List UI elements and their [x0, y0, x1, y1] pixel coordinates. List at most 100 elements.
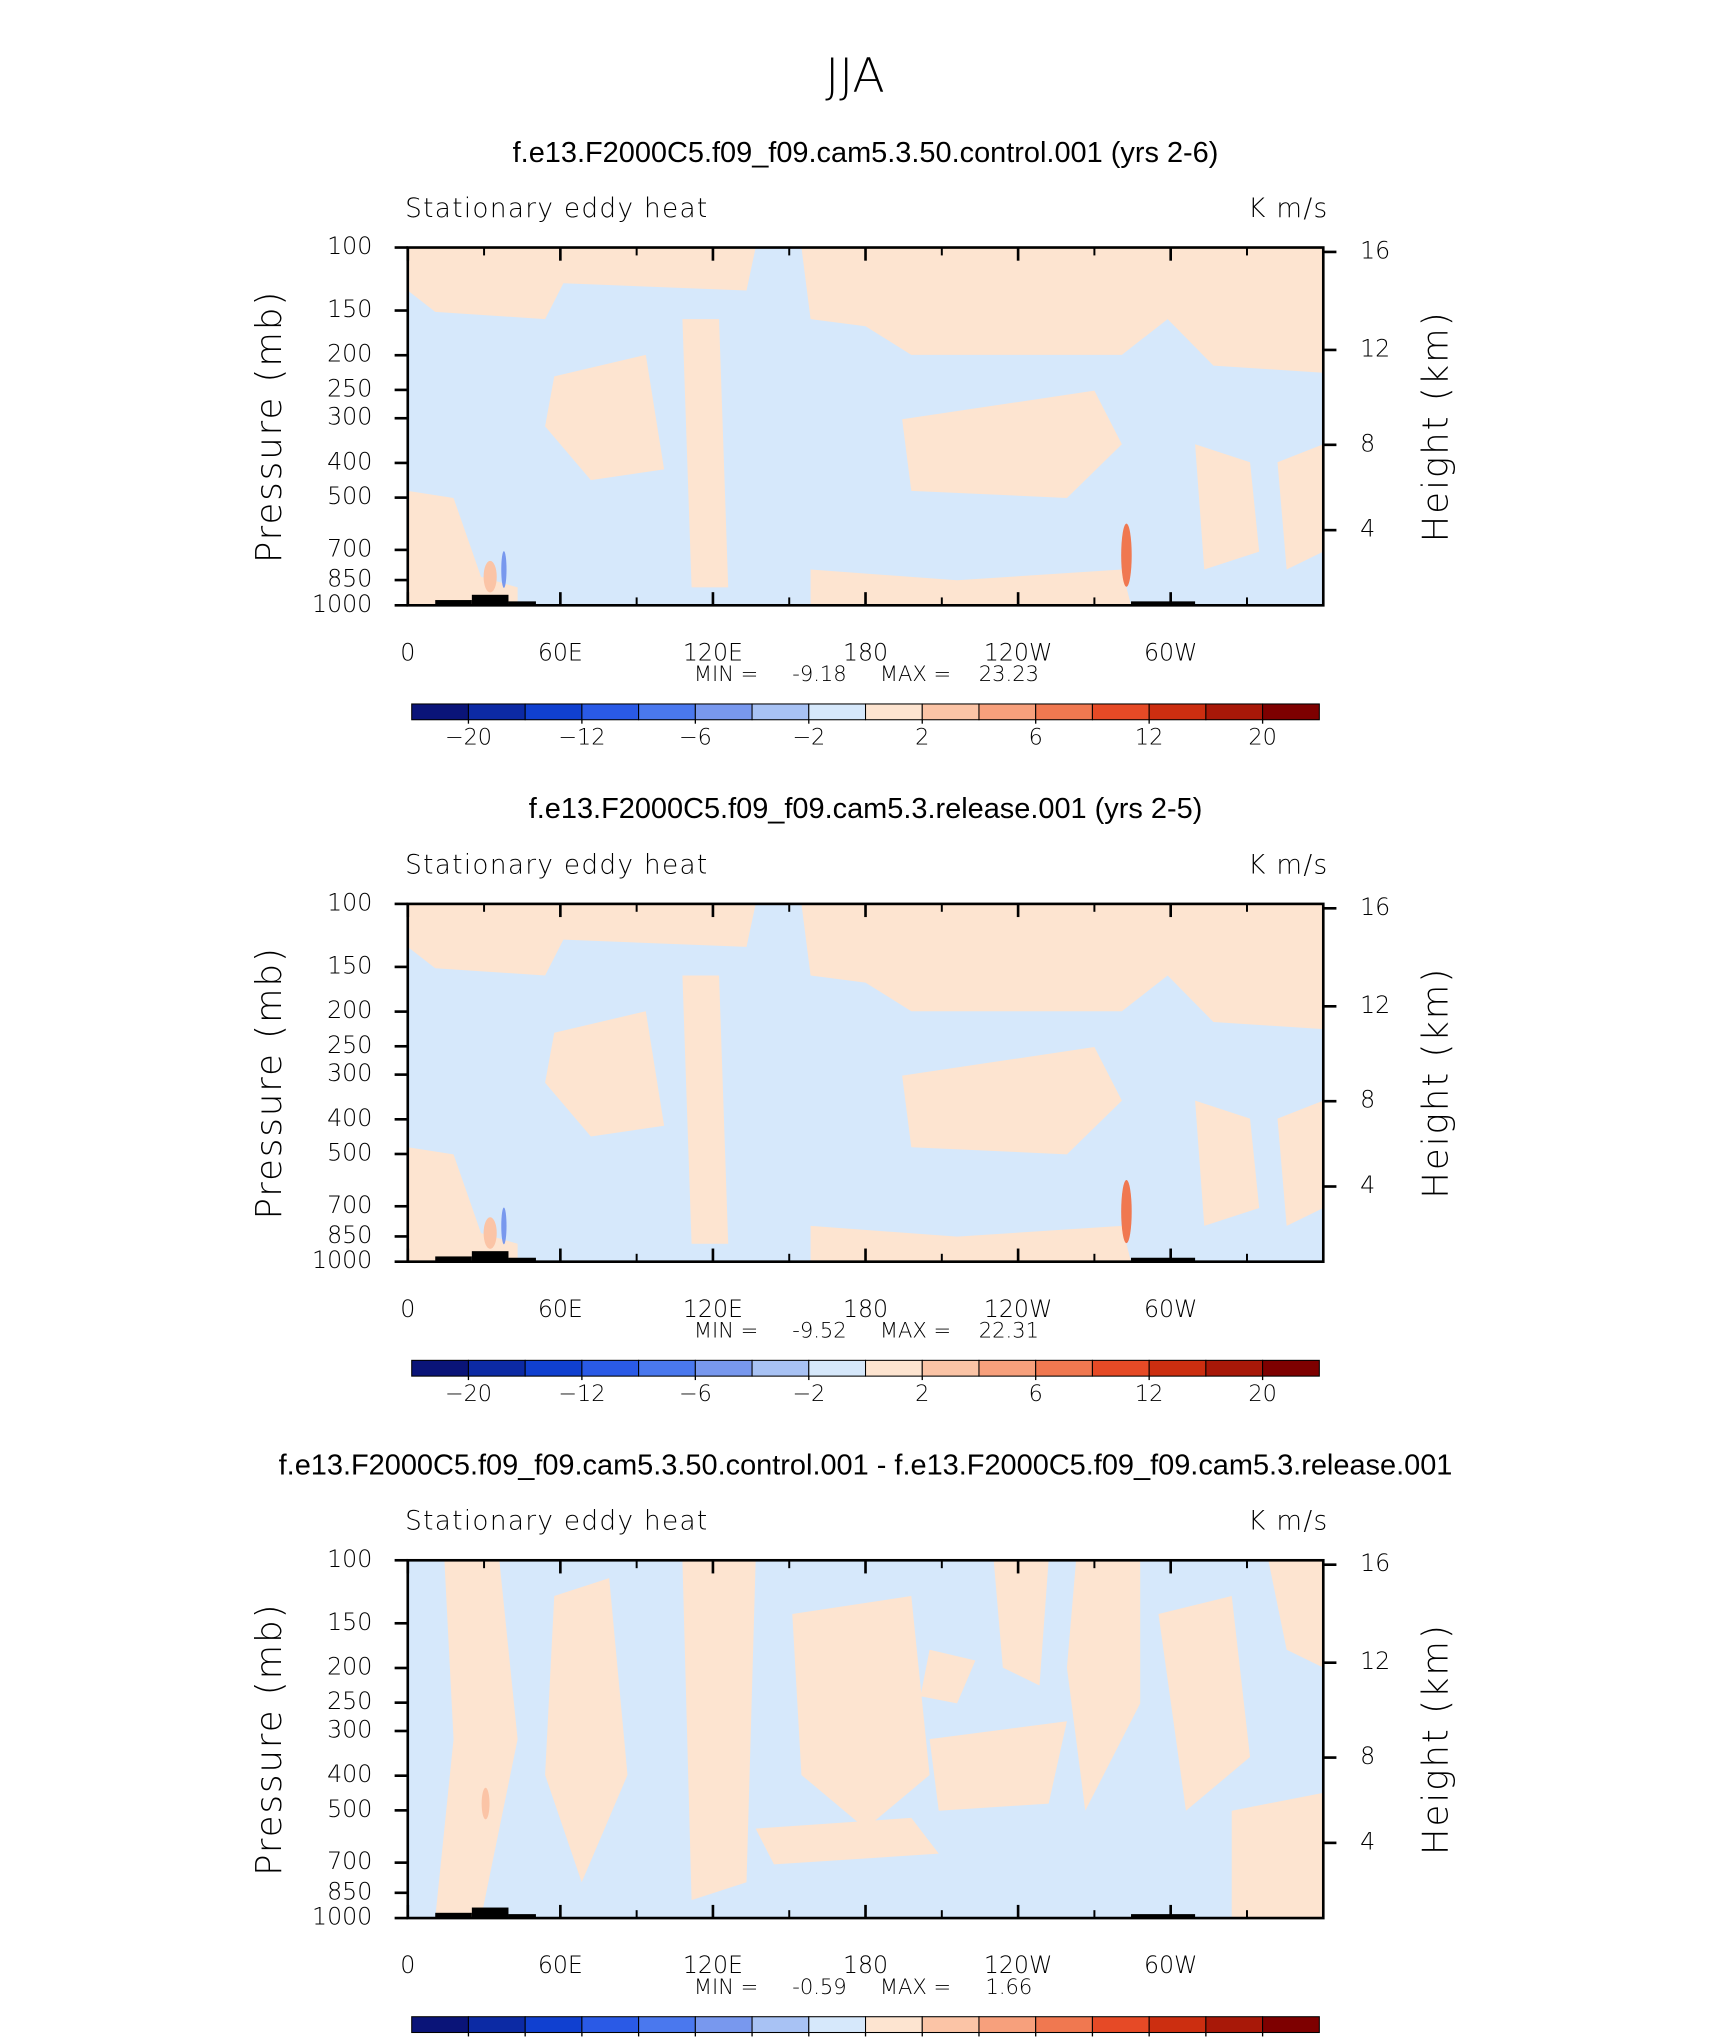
colorbar-tick-label: 20 — [1248, 725, 1276, 751]
x-tick-label: 60W — [1144, 1951, 1198, 1979]
topography — [508, 1914, 536, 1919]
colorbar-box — [751, 2016, 810, 2034]
colorbar-tick-label: −2 — [792, 1381, 825, 1407]
colorbar-box — [1262, 1359, 1320, 1377]
x-tick-label: 60E — [538, 1951, 583, 1979]
y-tick-label: 850 — [327, 565, 372, 593]
colorbar-box — [467, 2016, 526, 2034]
y2-tick-label: 12 — [1360, 1647, 1390, 1675]
colorbar-tick-label: −6 — [679, 725, 712, 751]
colorbar-box — [411, 703, 469, 721]
right-string: K m/s — [1248, 1507, 1328, 1537]
colorbar-tick-label: 6 — [1029, 1381, 1043, 1407]
y-tick-label: 1000 — [312, 1246, 372, 1274]
colorbar-box — [864, 2016, 923, 2034]
y2-tick-label: 4 — [1360, 1827, 1375, 1855]
colorbar-box — [921, 1359, 980, 1377]
colorbar-box — [1262, 2016, 1320, 2034]
contour-region — [810, 569, 1132, 606]
x-tick-label: 0 — [400, 1295, 415, 1323]
contour-spike — [501, 551, 507, 588]
y2-tick-label: 8 — [1360, 1742, 1375, 1770]
contour-region — [545, 354, 665, 481]
min-value: -0.59 — [792, 1974, 846, 1999]
contour-region — [810, 1225, 1132, 1262]
y-tick-label: 250 — [327, 1687, 372, 1715]
x-tick-label: 0 — [400, 638, 415, 666]
right-string: K m/s — [1248, 194, 1328, 224]
x-tick-label: 60W — [1144, 1295, 1198, 1323]
colorbar-box — [467, 703, 526, 721]
y-tick-label: 300 — [327, 403, 372, 431]
colorbar-box — [638, 1359, 696, 1377]
colorbar-box — [524, 2016, 583, 2034]
contour-region — [545, 1578, 628, 1883]
colorbar-box — [638, 703, 696, 721]
colorbar-box — [978, 703, 1037, 721]
contour-region — [929, 1721, 1067, 1811]
colorbar-tick-label: −2 — [792, 725, 825, 751]
contour-region — [407, 1147, 518, 1262]
y2-tick-label: 12 — [1360, 991, 1390, 1019]
panel-title: f.e13.F2000C5.f09_f09.cam5.3.50.control.… — [279, 1450, 1453, 1482]
colorbar-box — [864, 1359, 923, 1377]
contour-region — [682, 1560, 756, 1901]
contour-spike — [1121, 1180, 1132, 1244]
colorbar-box — [1205, 1359, 1264, 1377]
max-label: MAX = — [880, 661, 951, 686]
contour-spike — [501, 1207, 507, 1245]
topography — [435, 1256, 472, 1262]
topography — [1131, 1914, 1196, 1919]
topography — [1131, 601, 1196, 606]
contour-region — [407, 247, 756, 320]
colorbar-box — [808, 703, 867, 721]
y2-tick-label: 16 — [1360, 893, 1390, 921]
contour-region — [1195, 1100, 1260, 1226]
y2-tick-label: 16 — [1360, 1549, 1390, 1577]
y-tick-label: 400 — [327, 447, 372, 475]
left-string: Stationary eddy heat — [405, 1507, 708, 1537]
contour-region — [1277, 444, 1324, 570]
y-tick-label: 200 — [327, 340, 372, 368]
contour-region — [682, 975, 729, 1244]
max-value: 1.66 — [985, 1974, 1032, 1999]
colorbar-box — [1035, 2016, 1093, 2034]
y-axis-label: Pressure (mb) — [249, 1603, 290, 1876]
y-tick-label: 100 — [327, 888, 372, 916]
x-tick-label: 120E — [683, 638, 743, 666]
x-tick-label: 120W — [984, 1951, 1053, 1979]
colorbar-box — [581, 1359, 640, 1377]
colorbar-tick-label: 2 — [915, 725, 929, 751]
colorbar-box — [638, 2016, 696, 2034]
y-tick-label: 700 — [327, 1191, 372, 1219]
figure-title: JJA — [825, 49, 884, 104]
contour-region — [1277, 1100, 1324, 1226]
panel: f.e13.F2000C5.f09_f09.cam5.3.release.001… — [249, 793, 1457, 1407]
colorbar-box — [411, 1359, 469, 1377]
contour-spike — [483, 560, 497, 593]
colorbar-box — [524, 703, 583, 721]
min-label: MIN = — [694, 1317, 758, 1342]
colorbar-box — [751, 703, 810, 721]
colorbar-box — [978, 2016, 1037, 2034]
contour-region — [1158, 1596, 1251, 1811]
colorbar-tick-label: −12 — [558, 725, 605, 751]
topography — [435, 1912, 472, 1919]
colorbar-tick-label: 12 — [1135, 725, 1163, 751]
colorbar-box — [921, 703, 980, 721]
y-tick-label: 300 — [327, 1059, 372, 1087]
colorbar-box — [1148, 1359, 1207, 1377]
contour-region — [682, 319, 729, 588]
contour-region — [902, 1047, 1122, 1155]
topography — [508, 601, 536, 606]
contour-region — [993, 1560, 1049, 1686]
x-tick-label: 180 — [843, 1951, 888, 1979]
max-label: MAX = — [880, 1974, 951, 1999]
colorbar-box — [694, 2016, 753, 2034]
min-label: MIN = — [694, 661, 758, 686]
colorbar-tick-label: 12 — [1135, 1381, 1163, 1407]
min-value: -9.52 — [792, 1317, 846, 1342]
colorbar-tick-label: 6 — [1029, 725, 1043, 751]
y-tick-label: 100 — [327, 1545, 372, 1573]
